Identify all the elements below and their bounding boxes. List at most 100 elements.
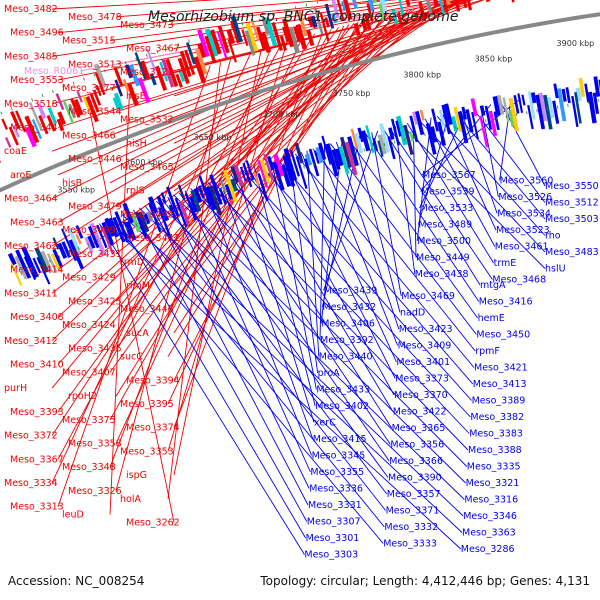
reverse-feature [165, 186, 180, 217]
reverse-feature [430, 126, 438, 143]
reverse-feature [409, 115, 419, 143]
rna-gene-label: Meso_R0061 [24, 66, 84, 77]
reverse-feature [160, 192, 167, 204]
forward-leader-line [109, 29, 332, 421]
forward-feature [128, 64, 141, 87]
forward-feature [10, 110, 21, 130]
reverse-feature [114, 211, 130, 243]
reverse-gene-label: Meso_3560 [500, 176, 554, 187]
forward-feature [8, 126, 19, 146]
reverse-feature [538, 92, 548, 122]
reverse-leader-line [371, 132, 402, 297]
forward-gene-label: Meso_3466 [62, 130, 116, 141]
reverse-feature [377, 134, 387, 155]
forward-feature [175, 73, 183, 88]
forward-feature [139, 60, 151, 80]
reverse-leader-line [265, 162, 395, 396]
forward-gene-label: Meso_3408 [10, 312, 64, 323]
forward-feature [288, 26, 301, 54]
reverse-feature [89, 222, 107, 257]
reverse-gene-label: Meso_3345 [312, 451, 366, 462]
reverse-feature [23, 256, 37, 281]
reverse-gene-label: Meso_3449 [416, 253, 470, 264]
reverse-feature [205, 186, 217, 211]
reverse-feature [239, 166, 247, 182]
reverse-gene-label: Meso_3373 [395, 374, 449, 385]
reverse-feature [266, 155, 275, 171]
reverse-feature [441, 104, 452, 135]
reverse-leader-line [406, 123, 494, 264]
forward-feature [271, 22, 283, 51]
reverse-leader-line [383, 129, 481, 286]
reverse-feature [258, 158, 271, 184]
forward-leader-line [109, 0, 462, 184]
forward-gene-label: Meso_3462 [4, 241, 58, 252]
forward-leader-line [88, 109, 175, 523]
forward-gene-label: Meso_3358 [68, 439, 122, 450]
forward-feature [165, 58, 179, 88]
reverse-gene-label: Meso_3422 [393, 407, 447, 418]
forward-gene-label: coaE [4, 146, 27, 157]
forward-feature [146, 48, 157, 72]
reverse-feature [193, 187, 203, 204]
forward-gene-label: Meso_3485 [4, 51, 58, 62]
reverse-feature [122, 202, 134, 224]
reverse-feature [21, 246, 39, 279]
forward-feature [184, 49, 196, 76]
reverse-feature [508, 97, 519, 132]
forward-leader-line [51, 33, 316, 436]
forward-feature [361, 18, 368, 32]
reverse-feature [527, 104, 534, 130]
reverse-gene-label: Meso_3416 [479, 297, 533, 308]
reverse-feature [184, 192, 197, 221]
reverse-feature [390, 118, 400, 146]
kbp-tick-label: 3600 kbp [125, 158, 163, 167]
reverse-gene-label: Meso_3512 [545, 198, 599, 209]
forward-feature [204, 35, 217, 64]
reverse-leader-line [472, 107, 546, 203]
forward-leader-line [115, 24, 350, 397]
forward-feature [293, 26, 301, 41]
forward-feature [343, 0, 353, 20]
forward-gene-label: Meso_3410 [10, 360, 64, 371]
reverse-feature [32, 257, 42, 274]
reverse-gene-label: Meso_3363 [462, 528, 516, 539]
forward-gene-label: Meso_3407 [62, 367, 116, 378]
forward-leader-line [57, 13, 392, 318]
forward-feature [405, 0, 411, 7]
reverse-feature [242, 162, 253, 188]
forward-leader-line [109, 1, 443, 231]
forward-feature [250, 18, 260, 41]
forward-feature [204, 28, 219, 57]
forward-feature [179, 50, 192, 78]
forward-gene-label: Meso_3544 [68, 107, 122, 118]
reverse-feature [145, 211, 154, 223]
reverse-feature [101, 221, 115, 246]
forward-gene-label: hisE [126, 91, 146, 102]
reverse-feature [484, 105, 493, 130]
forward-gene-label: hisB [62, 178, 82, 189]
reverse-feature [354, 133, 364, 154]
reverse-feature [272, 161, 285, 191]
reverse-feature [360, 130, 371, 152]
reverse-gene-label: Meso_3336 [309, 484, 363, 495]
reverse-gene-label: Meso_3331 [308, 500, 362, 511]
forward-feature [24, 126, 37, 148]
reverse-feature [451, 116, 459, 132]
forward-gene-label: Meso_3499 [62, 225, 116, 236]
forward-feature [85, 96, 99, 123]
reverse-gene-label: Meso_3500 [417, 236, 471, 247]
forward-feature [324, 17, 330, 28]
reverse-feature [158, 207, 173, 241]
forward-feature [279, 35, 288, 51]
forward-feature [126, 83, 139, 106]
reverse-leader-line [144, 205, 386, 511]
forward-leader-line [167, 62, 221, 499]
reverse-gene-label: Meso_3489 [418, 220, 472, 231]
forward-gene-label: Meso_3411 [4, 288, 58, 299]
reverse-feature [387, 136, 396, 160]
reverse-feature [403, 124, 414, 156]
forward-feature [297, 10, 308, 37]
reverse-feature [492, 95, 501, 116]
reverse-feature [75, 225, 84, 239]
